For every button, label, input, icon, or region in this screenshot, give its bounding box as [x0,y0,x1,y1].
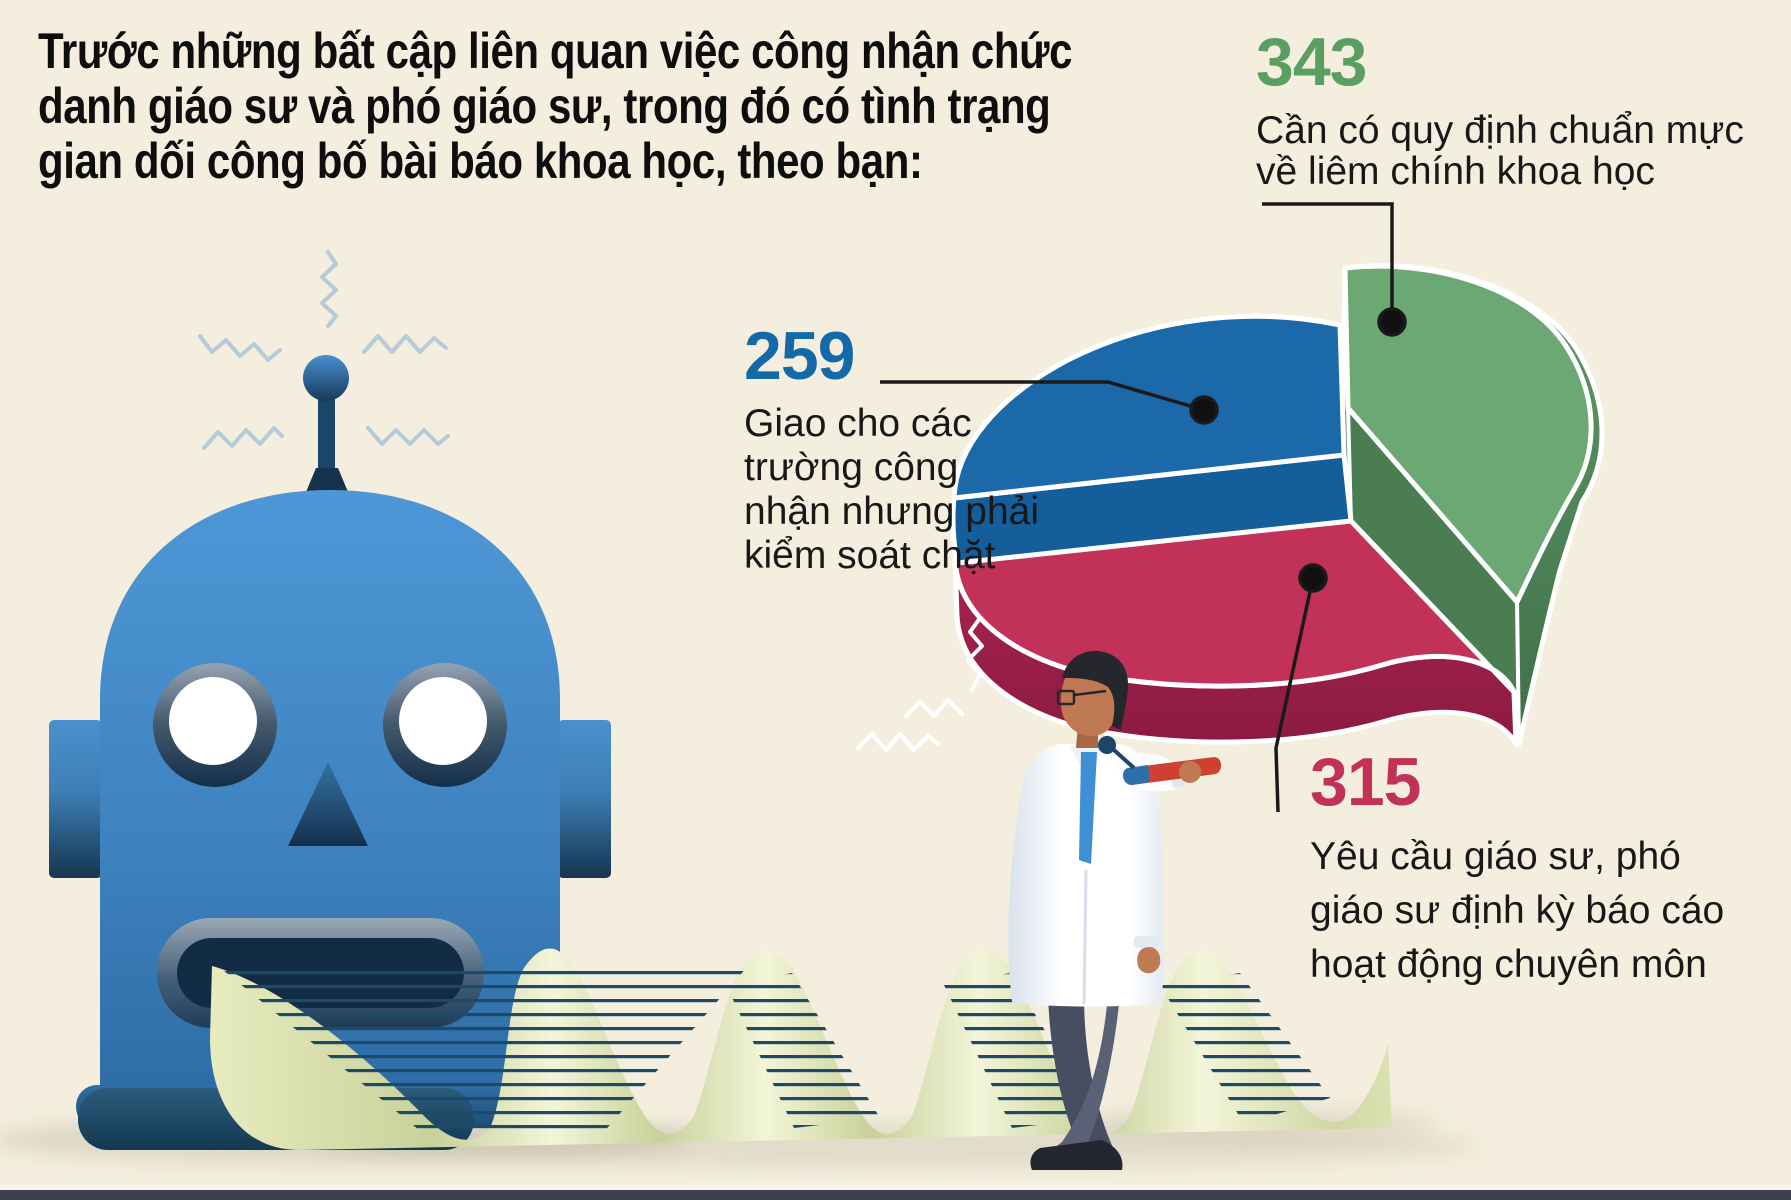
callout-green-label-line: Cần có quy định chuẩn mực [1256,109,1744,152]
robot-signal-zigzags [198,250,450,450]
robot-ear-right [558,720,611,878]
callout-blue-label-line: trường công [744,446,959,489]
callout-red-315: 315 Yêu cầu giáo sư, phó giáo sư định kỳ… [1310,748,1724,992]
callout-blue-label-line: Giao cho các [744,402,972,445]
robot-eye-right [383,663,507,787]
leader-line-315 [1274,577,1315,813]
scientist-front-leg [1046,995,1120,1154]
title-line-1: Trước những bất cập liên quan việc công … [38,23,1073,79]
callout-leader-lines [880,202,1407,813]
zigzag-signal-icon [366,426,450,446]
robot-eye-left [153,663,277,787]
scientist-shoe [1030,1140,1123,1170]
pie-slice-blue [950,313,1354,566]
zigzag-signal-icon [966,616,984,692]
callout-blue-label-line: kiểm soát chặt [744,534,996,577]
device-antenna [1112,748,1136,770]
device-tip [1123,765,1150,785]
pie-slice-blue-cut-face [950,452,1354,566]
paper-ribbon-illustration [78,948,1392,1150]
pie-slice-red-top [952,518,1517,695]
callout-red-label-line: giáo sư định kỳ báo cáo [1310,889,1725,932]
leader-dot-259 [1189,395,1219,425]
scientist-back-leg [1048,995,1114,1162]
bottom-bar [0,1186,1791,1200]
zigzag-signal-icon [202,426,284,450]
zigzag-signal-icon [320,250,338,328]
pie-slice-blue-top [951,313,1347,501]
leader-line-259 [880,380,1205,412]
callout-blue-label-line: nhận nhưng phải [744,490,1040,533]
callout-green-343: 343 Cần có quy định chuẩn mực về liêm ch… [1256,28,1744,192]
leader-dot-343 [1377,307,1407,337]
zigzag-signal-icon [856,732,940,752]
leader-line-343 [1262,202,1394,322]
title-line-3: gian dối công bố bài báo khoa học, theo … [38,133,923,189]
pie-chart [950,263,1605,747]
callout-red-label-line: hoạt động chuyên môn [1310,943,1707,986]
callout-red-label-line: Yêu cầu giáo sư, phó [1310,835,1681,878]
leader-dot-315 [1298,563,1328,593]
robot-nose [288,762,368,846]
zigzag-signal-icon [904,698,964,718]
zigzag-signal-icon [362,334,448,354]
scientist-tie [1079,752,1097,864]
robot-antenna-ball [303,355,349,401]
robot-antenna-foot [306,468,348,492]
robot-antenna-stem [318,392,335,488]
scientist-face [1060,674,1115,736]
callout-green-label-line: về liêm chính khoa học [1256,150,1655,193]
scientist-coat-split [1082,869,1088,1005]
scientist-cuff-left [1134,936,1160,948]
scientist-glasses [1056,689,1107,706]
robot-ear-left [49,720,102,878]
callout-blue-259: 259 Giao cho các trường công nhận nhưng … [744,322,1039,578]
callout-blue-value: 259 [744,318,855,394]
callout-green-value: 343 [1256,24,1367,100]
pie-slice-green-top [1342,263,1594,605]
scientist-signal-zigzags [856,616,984,752]
paper-text-lines [218,966,1330,1134]
callout-red-value: 315 [1310,744,1421,820]
infographic-title: Trước những bất cập liên quan việc công … [38,24,1072,189]
title-line-2: danh giáo sư và phó giáo sư, trong đó có… [38,78,1051,134]
scientist-hand-left [1137,946,1161,974]
zigzag-signal-icon [198,334,282,362]
scientist-hair [1062,650,1128,730]
scientist-illustration [856,616,1222,1170]
scientist-hand-right [1179,761,1201,783]
device-antenna-ball [1098,736,1116,754]
